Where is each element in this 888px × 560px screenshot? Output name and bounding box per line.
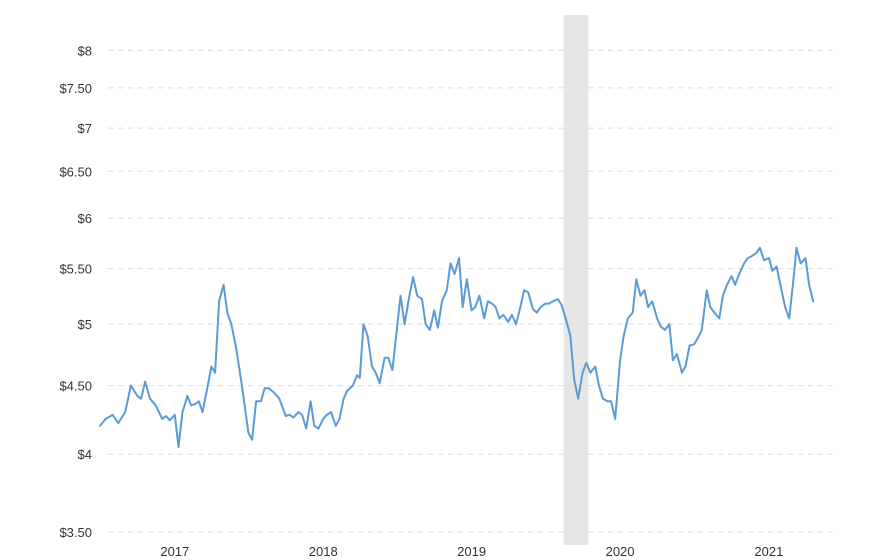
gridlines xyxy=(108,49,838,533)
x-tick-label: 2020 xyxy=(606,544,635,559)
y-tick-label: $7 xyxy=(78,121,92,136)
x-axis-tick-labels: 2017 2018 2019 2020 2021 xyxy=(160,544,783,559)
series-lines xyxy=(99,246,815,448)
y-tick-label: $4 xyxy=(78,447,92,462)
y-tick-label: $6.50 xyxy=(59,164,92,179)
x-tick-label: 2018 xyxy=(309,544,338,559)
y-tick-label: $4.50 xyxy=(59,379,92,394)
x-tick-label: 2019 xyxy=(457,544,486,559)
y-tick-label: $3.50 xyxy=(59,525,92,540)
y-tick-label: $5.50 xyxy=(59,262,92,277)
y-tick-label: $6 xyxy=(78,211,92,226)
shaded-region xyxy=(563,15,589,545)
shaded-region-layer xyxy=(563,15,589,545)
y-tick-label: $5 xyxy=(78,317,92,332)
x-tick-label: 2021 xyxy=(754,544,783,559)
y-axis-tick-labels: $3.50 $4 $4.50 $5 $5.50 $6 $6.50 $7 $7.50 $8 xyxy=(59,43,92,540)
y-tick-label: $8 xyxy=(78,43,92,58)
y-tick-label: $7.50 xyxy=(59,81,92,96)
x-tick-label: 2017 xyxy=(160,544,189,559)
series-line xyxy=(99,246,815,448)
